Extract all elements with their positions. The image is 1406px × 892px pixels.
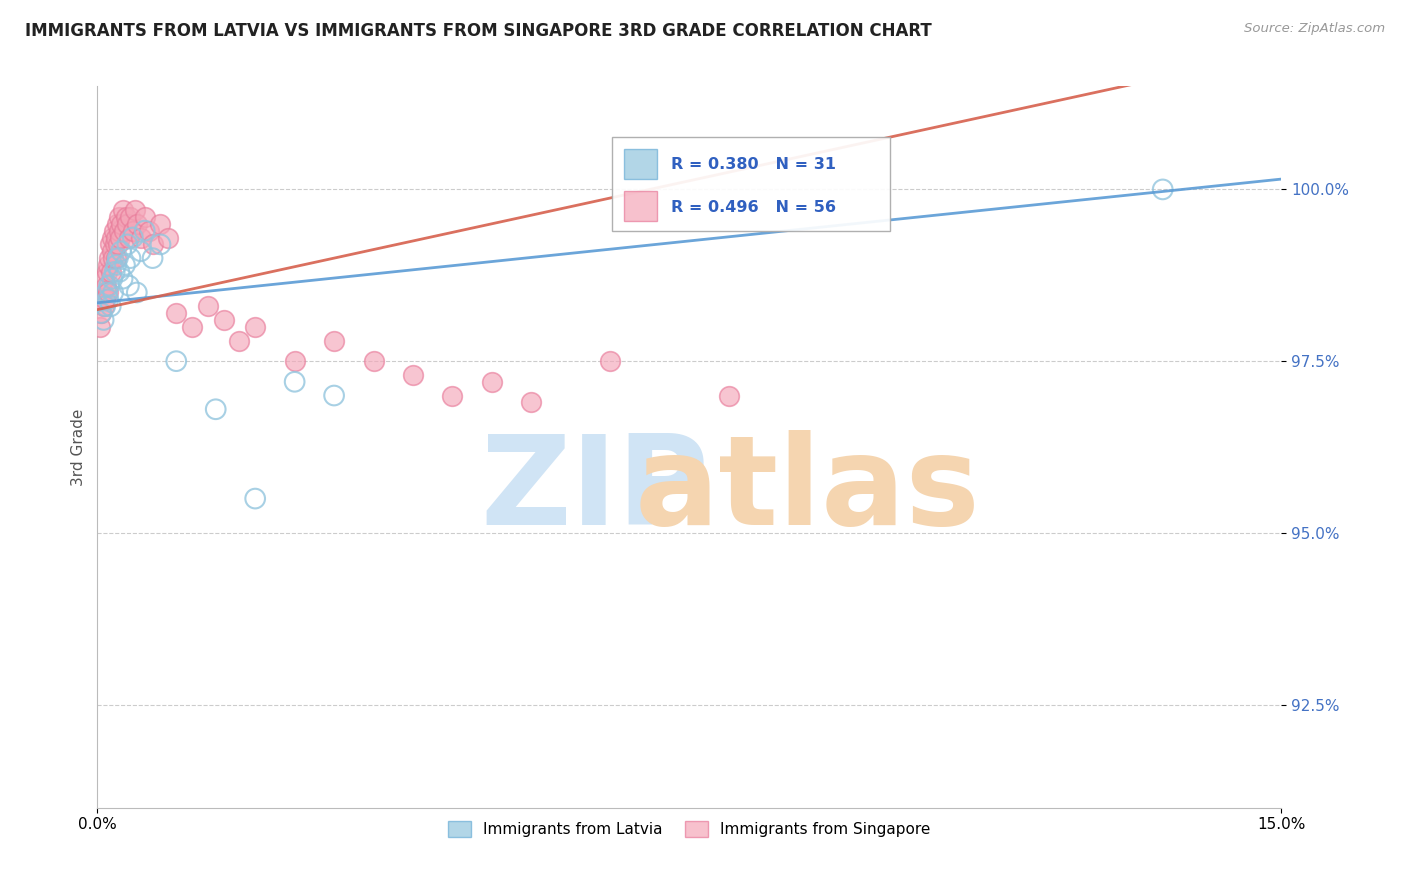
- Point: [129, 244, 152, 259]
- Point: [134, 210, 156, 224]
- Point: [121, 230, 143, 244]
- Point: [118, 278, 141, 293]
- Point: [96, 265, 118, 279]
- Point: [93, 313, 115, 327]
- Point: [117, 237, 139, 252]
- Point: [107, 224, 129, 238]
- Point: [165, 354, 187, 368]
- Point: [1152, 182, 1174, 196]
- Point: [402, 368, 425, 382]
- Point: [98, 278, 121, 293]
- Point: [142, 251, 165, 265]
- Text: R = 0.496   N = 56: R = 0.496 N = 56: [672, 200, 837, 215]
- Text: Source: ZipAtlas.com: Source: ZipAtlas.com: [1244, 22, 1385, 36]
- Point: [157, 230, 180, 244]
- Point: [243, 491, 266, 506]
- Point: [243, 319, 266, 334]
- Point: [110, 244, 132, 259]
- Point: [112, 224, 135, 238]
- Point: [101, 251, 124, 265]
- Point: [101, 271, 124, 285]
- Point: [125, 217, 148, 231]
- Point: [134, 224, 156, 238]
- Point: [114, 258, 136, 272]
- Y-axis label: 3rd Grade: 3rd Grade: [72, 409, 86, 486]
- Point: [93, 271, 115, 285]
- Point: [97, 285, 120, 300]
- Point: [96, 285, 118, 300]
- Point: [104, 265, 127, 279]
- Point: [110, 230, 132, 244]
- Point: [125, 285, 148, 300]
- Point: [149, 237, 172, 252]
- Point: [111, 271, 134, 285]
- Point: [441, 388, 464, 402]
- Point: [94, 293, 117, 307]
- Point: [108, 265, 131, 279]
- Point: [100, 265, 122, 279]
- Point: [94, 299, 117, 313]
- Point: [104, 251, 127, 265]
- Point: [481, 375, 503, 389]
- Text: IMMIGRANTS FROM LATVIA VS IMMIGRANTS FROM SINGAPORE 3RD GRADE CORRELATION CHART: IMMIGRANTS FROM LATVIA VS IMMIGRANTS FRO…: [25, 22, 932, 40]
- Point: [107, 251, 129, 265]
- Point: [90, 306, 112, 320]
- Point: [120, 251, 142, 265]
- Point: [93, 299, 115, 313]
- Point: [181, 319, 204, 334]
- Point: [129, 230, 152, 244]
- Point: [323, 388, 346, 402]
- Text: R = 0.380   N = 31: R = 0.380 N = 31: [672, 158, 837, 172]
- Point: [107, 237, 129, 252]
- Point: [363, 354, 385, 368]
- Point: [520, 395, 543, 409]
- Point: [118, 230, 141, 244]
- Point: [599, 354, 621, 368]
- Point: [204, 402, 226, 417]
- Bar: [624, 191, 657, 221]
- Point: [120, 210, 142, 224]
- FancyBboxPatch shape: [612, 136, 890, 231]
- Point: [165, 306, 187, 320]
- Point: [97, 258, 120, 272]
- Point: [197, 299, 219, 313]
- Point: [717, 388, 740, 402]
- Bar: [624, 149, 657, 179]
- Point: [89, 319, 111, 334]
- Legend: Immigrants from Latvia, Immigrants from Singapore: Immigrants from Latvia, Immigrants from …: [441, 815, 936, 844]
- Point: [121, 224, 143, 238]
- Point: [138, 224, 160, 238]
- Text: ZIP: ZIP: [481, 430, 709, 551]
- Point: [149, 217, 172, 231]
- Point: [90, 306, 112, 320]
- Point: [111, 202, 134, 217]
- Point: [100, 244, 122, 259]
- Point: [142, 237, 165, 252]
- Point: [98, 237, 121, 252]
- Point: [94, 278, 117, 293]
- Point: [284, 375, 307, 389]
- Point: [98, 251, 121, 265]
- Point: [228, 334, 250, 348]
- Point: [323, 334, 346, 348]
- Point: [105, 258, 128, 272]
- Text: atlas: atlas: [634, 430, 980, 551]
- Point: [117, 217, 139, 231]
- Point: [104, 237, 127, 252]
- Point: [105, 230, 128, 244]
- Point: [284, 354, 307, 368]
- Point: [105, 217, 128, 231]
- Point: [100, 299, 122, 313]
- Point: [91, 285, 114, 300]
- Point: [103, 224, 125, 238]
- Point: [110, 217, 132, 231]
- Point: [124, 202, 146, 217]
- Point: [101, 230, 124, 244]
- Point: [108, 210, 131, 224]
- Point: [212, 313, 235, 327]
- Point: [114, 210, 136, 224]
- Point: [101, 285, 124, 300]
- Point: [97, 293, 120, 307]
